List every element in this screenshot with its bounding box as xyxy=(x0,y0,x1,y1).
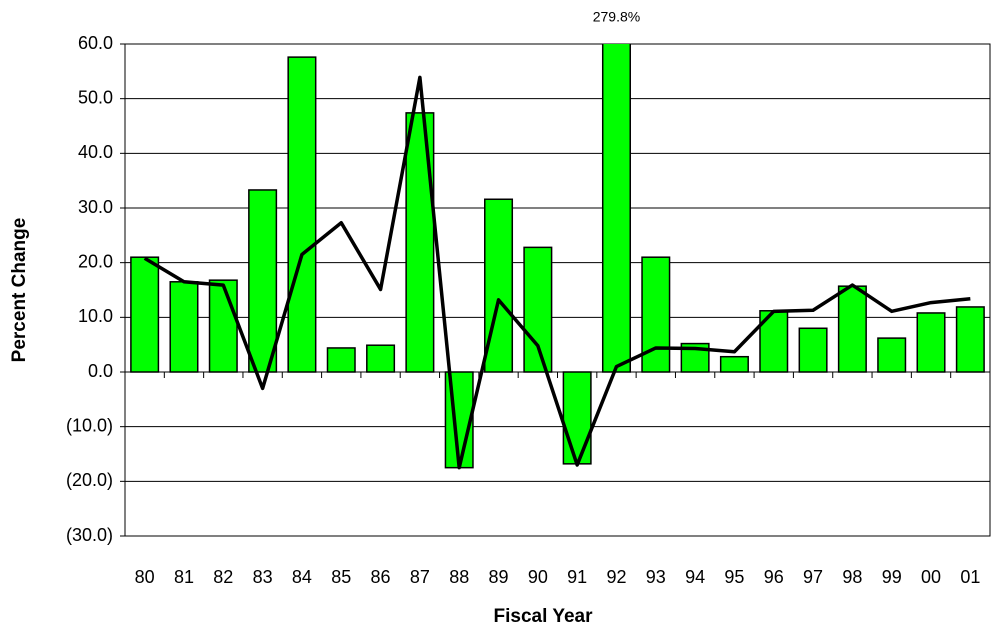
x-tick-label: 92 xyxy=(606,567,626,587)
bar xyxy=(562,371,592,465)
x-tick-label: 83 xyxy=(253,567,273,587)
x-tick-label: 90 xyxy=(528,567,548,587)
x-tick-label: 96 xyxy=(764,567,784,587)
bar xyxy=(916,312,946,373)
y-tick-label: 60.0 xyxy=(78,33,113,53)
x-tick-label: 98 xyxy=(842,567,862,587)
y-tick-label: 10.0 xyxy=(78,306,113,326)
bar xyxy=(955,306,985,373)
x-tick-label: 00 xyxy=(921,567,941,587)
bar xyxy=(208,279,238,373)
x-tick-label: 85 xyxy=(331,567,351,587)
bar xyxy=(405,112,435,373)
line xyxy=(143,75,971,470)
y-tick-label: (20.0) xyxy=(66,470,113,490)
bar xyxy=(169,281,199,373)
x-tick-label: 86 xyxy=(371,567,391,587)
y-tick-label: 20.0 xyxy=(78,251,113,271)
plot-area xyxy=(130,44,985,470)
bar xyxy=(130,256,160,373)
bar xyxy=(287,56,317,373)
x-tick-label: 84 xyxy=(292,567,312,587)
x-tick-label: 97 xyxy=(803,567,823,587)
bar xyxy=(366,344,396,373)
x-tick-label: 87 xyxy=(410,567,430,587)
x-tick-label: 99 xyxy=(882,567,902,587)
y-tick-label: (10.0) xyxy=(66,415,113,435)
x-axis-title: Fiscal Year xyxy=(494,606,594,627)
x-tick-label: 95 xyxy=(724,567,744,587)
bar xyxy=(523,246,553,373)
bar xyxy=(326,347,356,373)
x-tick-label: 82 xyxy=(213,567,233,587)
bar xyxy=(719,355,749,373)
bar xyxy=(641,256,671,373)
x-tick-label: 01 xyxy=(960,567,980,587)
bar xyxy=(877,337,907,373)
y-tick-label: 0.0 xyxy=(88,361,113,381)
x-tick-label: 93 xyxy=(646,567,666,587)
y-tick-label: 30.0 xyxy=(78,197,113,217)
y-tick-label: 40.0 xyxy=(78,142,113,162)
bar xyxy=(248,189,278,373)
y-axis-title: Percent Change xyxy=(9,218,30,363)
bar xyxy=(837,285,867,373)
x-tick-label: 91 xyxy=(567,567,587,587)
y-tick-label: 50.0 xyxy=(78,87,113,107)
x-tick-label: 89 xyxy=(489,567,509,587)
x-tick-label: 81 xyxy=(174,567,194,587)
bar xyxy=(601,44,631,373)
x-tick-label: 80 xyxy=(135,567,155,587)
value-label: 279.8% xyxy=(593,9,640,25)
x-tick-label: 94 xyxy=(685,567,705,587)
plot-frame xyxy=(124,43,991,537)
y-tick-label: (30.0) xyxy=(66,525,113,545)
bar xyxy=(798,327,828,373)
x-tick-label: 88 xyxy=(449,567,469,587)
